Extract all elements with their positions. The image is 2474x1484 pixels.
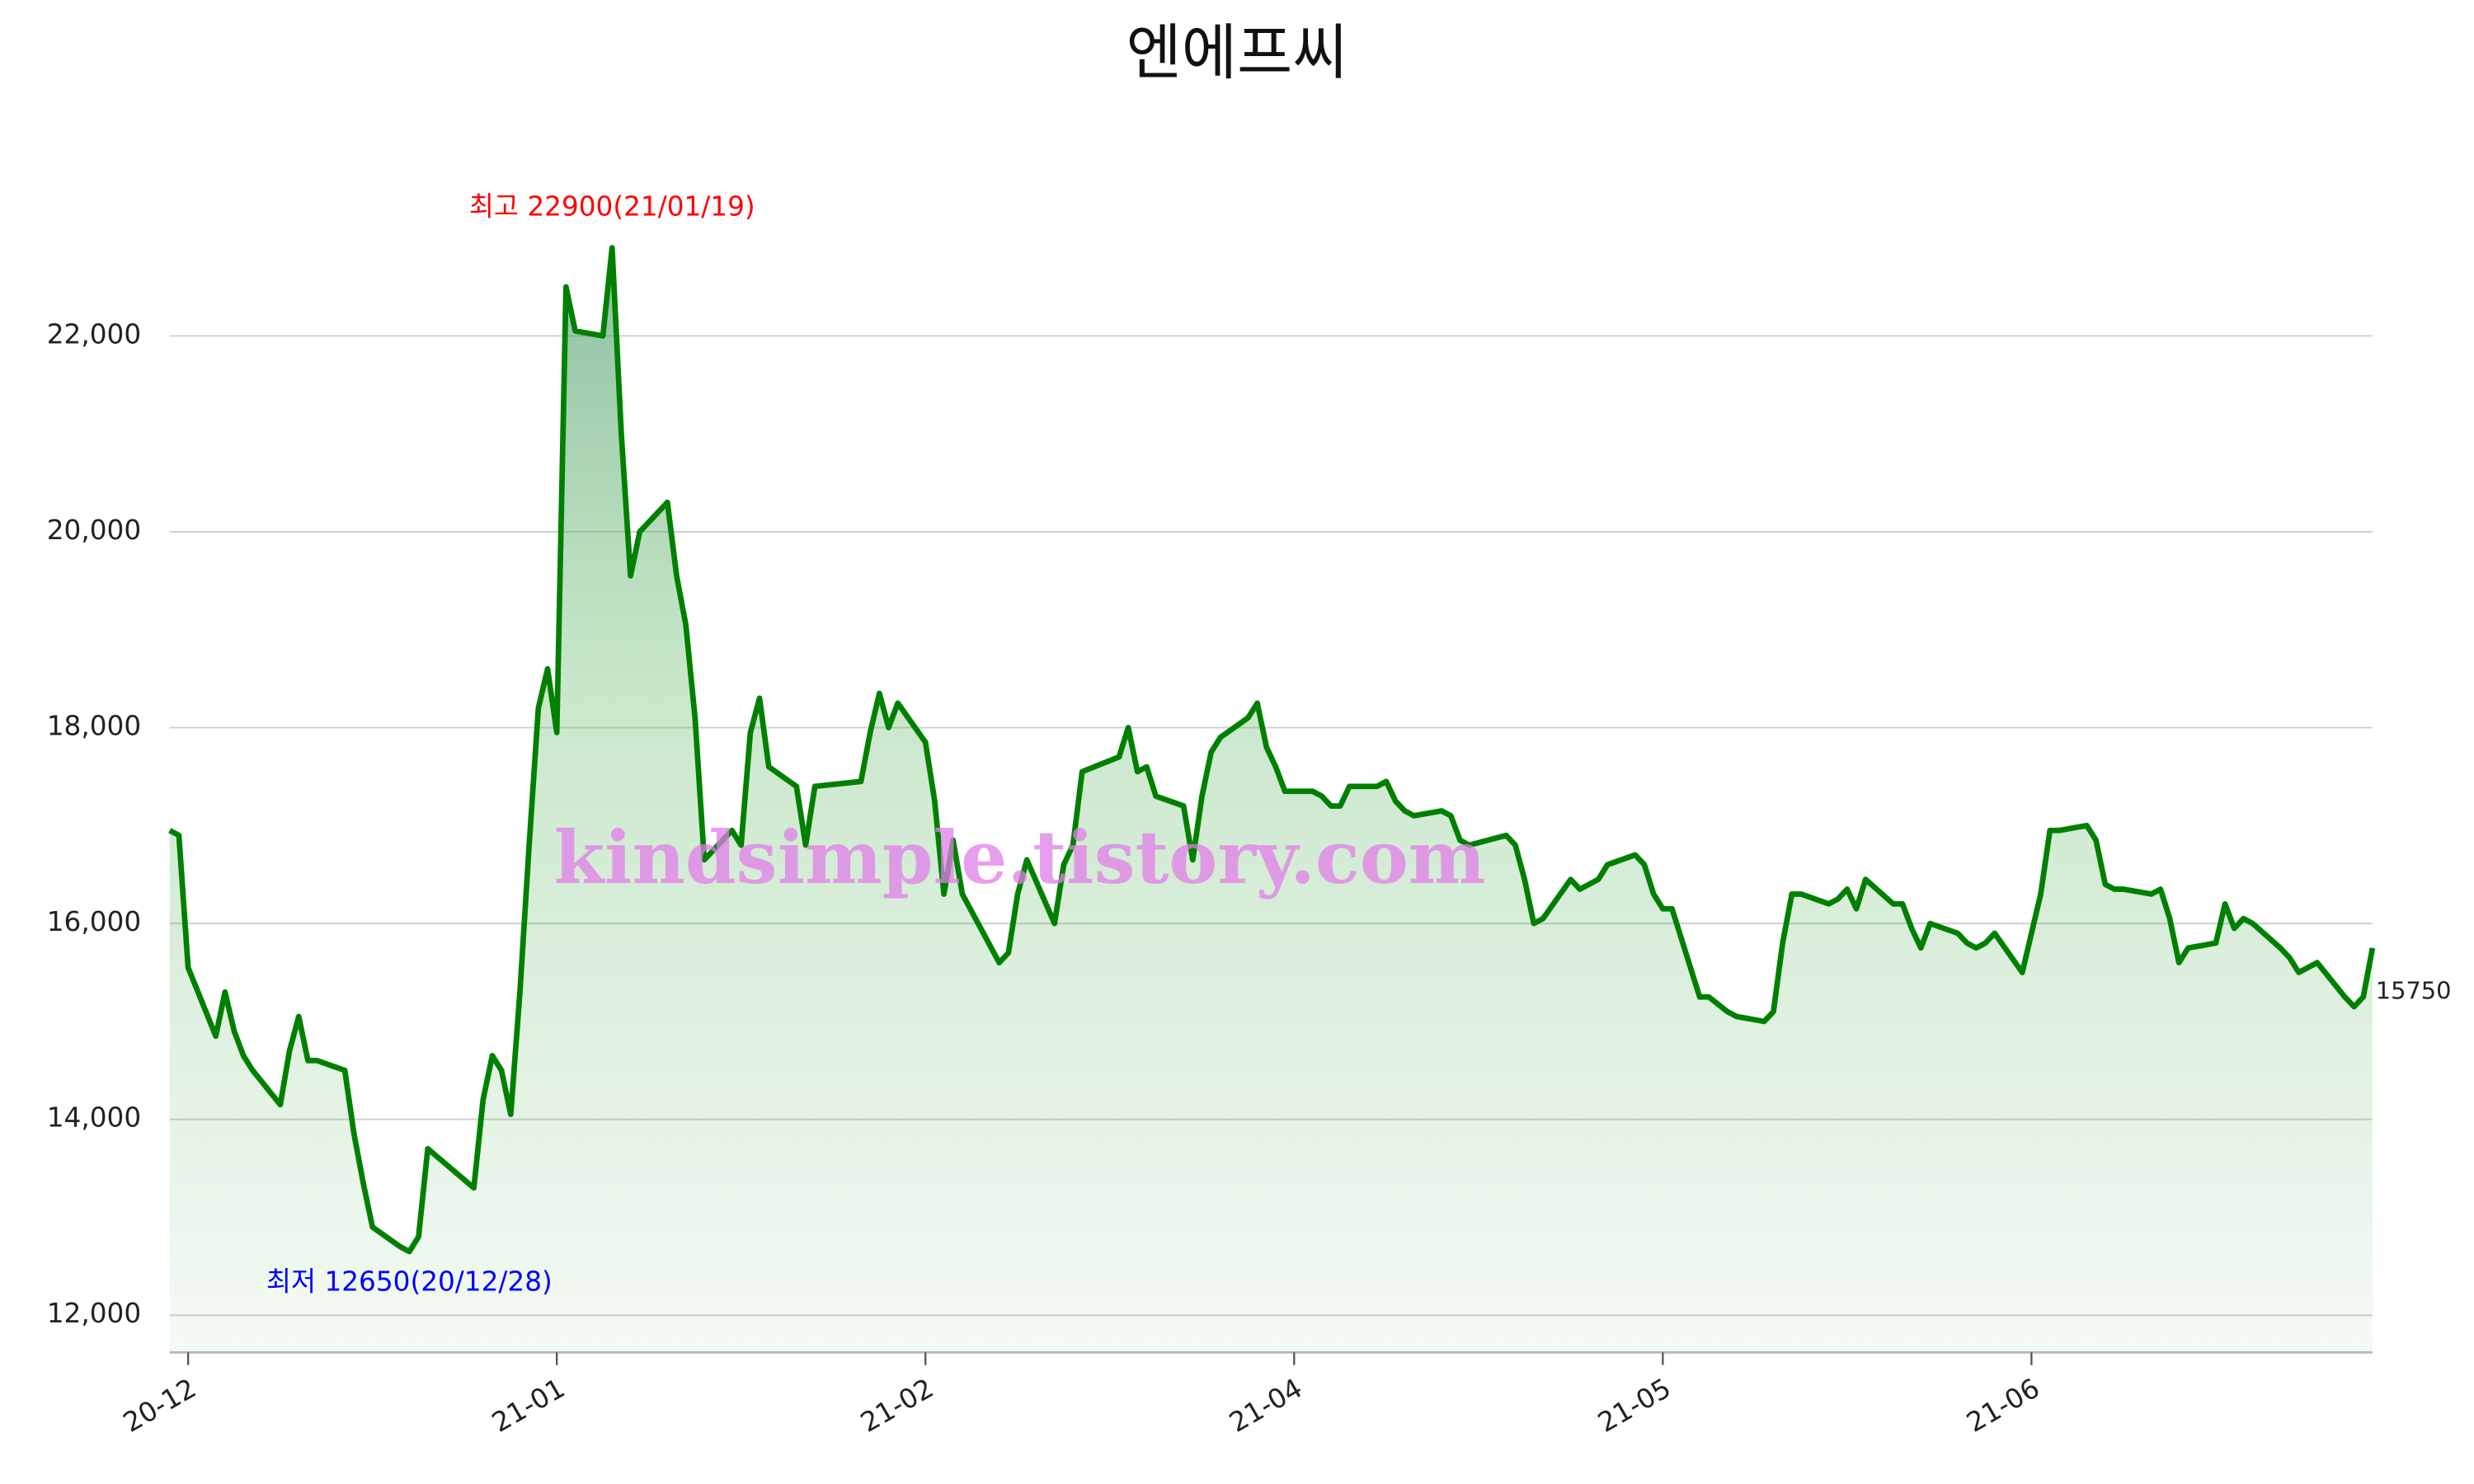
x-tick-label: 20-12 [118,1373,201,1439]
x-tick-label: 21-01 [487,1373,570,1439]
area [169,247,2373,1353]
line [168,245,2376,1255]
y-tick-label: 14,000 [47,1102,141,1134]
y-tick-label: 18,000 [47,711,141,742]
chart-title: 엔에프씨 [1126,18,1348,88]
watermark: kindsimple.tistory.com [554,815,1486,900]
x-tick-label: 21-04 [1224,1373,1307,1439]
x-tick-label: 21-05 [1592,1373,1676,1439]
y-tick-label: 12,000 [47,1298,141,1329]
x-tick-label: 21-06 [1961,1373,2044,1439]
last-value-label: 15750 [2376,977,2452,1005]
y-tick-label: 22,000 [47,318,141,350]
y-tick-label: 16,000 [47,906,141,937]
y-tick-label: 20,000 [47,514,141,546]
annotation: 최저 12650(20/12/28) [266,1266,553,1297]
annotation: 최고 22900(21/01/19) [469,190,755,222]
x-tick-label: 21-02 [855,1373,938,1439]
